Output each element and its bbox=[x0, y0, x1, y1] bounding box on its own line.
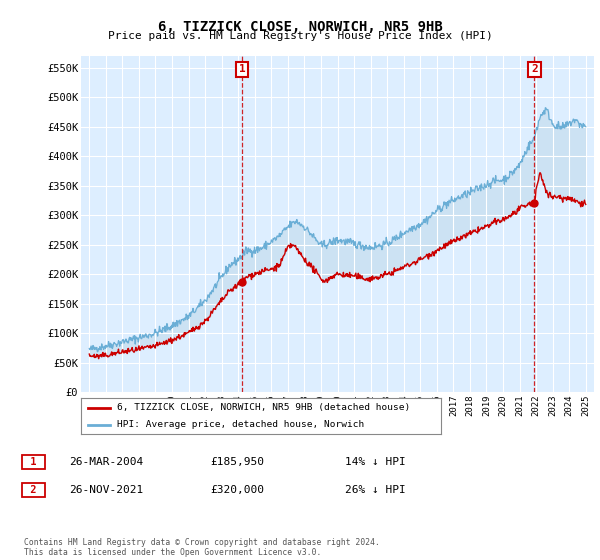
Text: Price paid vs. HM Land Registry's House Price Index (HPI): Price paid vs. HM Land Registry's House … bbox=[107, 31, 493, 41]
Text: 1: 1 bbox=[24, 457, 43, 467]
Text: 26-NOV-2021: 26-NOV-2021 bbox=[69, 485, 143, 495]
Text: 2: 2 bbox=[531, 64, 538, 74]
Text: 2: 2 bbox=[24, 485, 43, 495]
Text: HPI: Average price, detached house, Norwich: HPI: Average price, detached house, Norw… bbox=[117, 421, 364, 430]
Text: 26-MAR-2004: 26-MAR-2004 bbox=[69, 457, 143, 467]
Text: 6, TIZZICK CLOSE, NORWICH, NR5 9HB (detached house): 6, TIZZICK CLOSE, NORWICH, NR5 9HB (deta… bbox=[117, 403, 410, 412]
Text: 14% ↓ HPI: 14% ↓ HPI bbox=[345, 457, 406, 467]
Text: £320,000: £320,000 bbox=[210, 485, 264, 495]
Text: £185,950: £185,950 bbox=[210, 457, 264, 467]
Text: Contains HM Land Registry data © Crown copyright and database right 2024.
This d: Contains HM Land Registry data © Crown c… bbox=[24, 538, 380, 557]
Text: 1: 1 bbox=[239, 64, 245, 74]
Text: 26% ↓ HPI: 26% ↓ HPI bbox=[345, 485, 406, 495]
Text: 6, TIZZICK CLOSE, NORWICH, NR5 9HB: 6, TIZZICK CLOSE, NORWICH, NR5 9HB bbox=[158, 20, 442, 34]
